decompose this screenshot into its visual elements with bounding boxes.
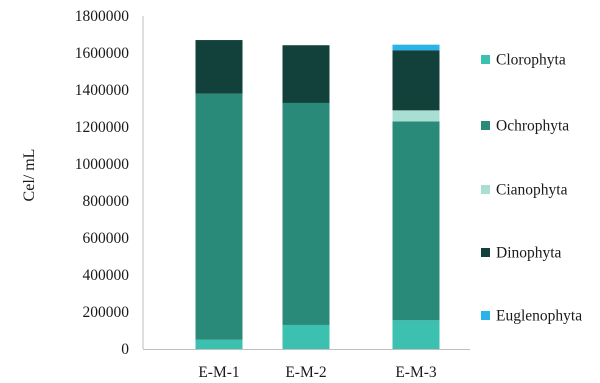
legend-swatch-dinophyta [481, 248, 490, 257]
bars [195, 40, 440, 349]
legend-label-euglenophyta: Euglenophyta [496, 308, 582, 325]
legend-swatch-euglenophyta [481, 311, 490, 320]
legend-label-clorophyta: Clorophyta [496, 52, 566, 69]
bar-segment-ochrophyta-e-m-3 [392, 121, 440, 321]
bar-segment-clorophyta-e-m-2 [282, 324, 330, 349]
y-tick-label: 1800000 [75, 8, 130, 25]
bar-segment-dinophyta-e-m-3 [392, 50, 440, 111]
y-tick-label: 400000 [83, 267, 130, 284]
bar-segment-ochrophyta-e-m-1 [195, 93, 243, 340]
y-tick-labels: 0 200000 400000 600000 800000 1000000 1200000 1… [75, 8, 130, 358]
legend: Clorophyta Ochrophyta Cianophyta Dinophyta E… [481, 52, 582, 325]
y-tick-label: 1600000 [75, 45, 130, 62]
y-tick-label: 0 [121, 341, 129, 358]
y-tick-label: 1000000 [75, 156, 130, 173]
y-tick-label: 200000 [83, 304, 130, 321]
x-tick-label: E-M-2 [285, 364, 326, 381]
y-tick-label: 1400000 [75, 82, 130, 99]
bar-segment-euglenophyta-e-m-3 [392, 44, 440, 51]
x-tick-label: E-M-1 [198, 364, 239, 381]
legend-label-dinophyta: Dinophyta [496, 245, 562, 262]
legend-swatch-ochrophyta [481, 121, 490, 130]
x-tick-label: E-M-3 [395, 364, 437, 381]
legend-label-cianophyta: Cianophyta [496, 182, 568, 199]
legend-swatch-cianophyta [481, 185, 490, 194]
bar-segment-ochrophyta-e-m-2 [282, 102, 330, 325]
legend-swatch-clorophyta [481, 55, 490, 64]
bar-segment-cianophyta-e-m-3 [392, 110, 440, 122]
legend-label-ochrophyta: Ochrophyta [496, 118, 569, 135]
y-tick-label: 600000 [83, 230, 130, 247]
bar-segment-clorophyta-e-m-1 [195, 339, 243, 349]
bar-segment-dinophyta-e-m-2 [282, 45, 330, 103]
bar-segment-clorophyta-e-m-3 [392, 320, 440, 349]
bar-segment-dinophyta-e-m-1 [195, 40, 243, 94]
y-tick-label: 1200000 [75, 119, 130, 136]
axes [142, 16, 470, 350]
x-tick-labels: E-M-1 E-M-2 E-M-3 [198, 364, 437, 381]
y-axis-label: Cel/ mL [21, 149, 38, 202]
y-tick-label: 800000 [83, 193, 130, 210]
